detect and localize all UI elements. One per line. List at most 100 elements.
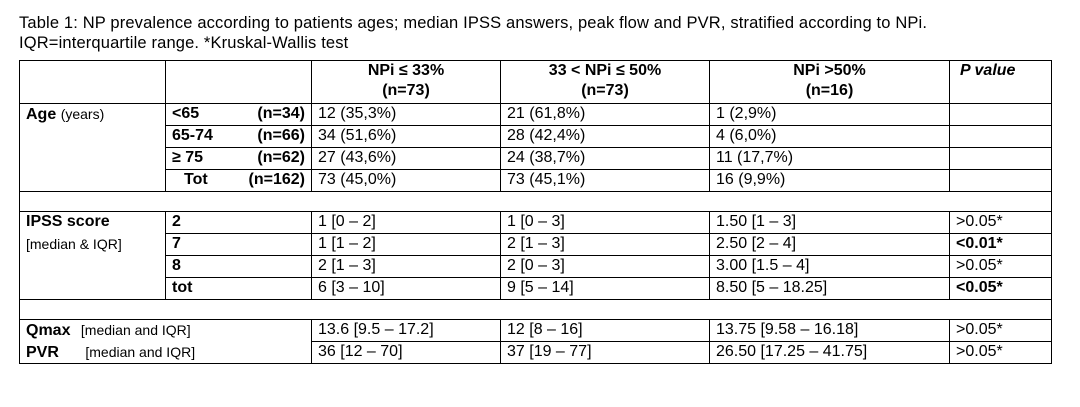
cell-c1: 2 [1 – 3] bbox=[311, 255, 501, 278]
cell-c2: 2 [1 – 3] bbox=[500, 233, 710, 256]
cell-c3: 11 (17,7%) bbox=[709, 147, 950, 170]
ipss-label-cell-empty bbox=[19, 255, 166, 278]
qmax-label-cell: Qmax [median and IQR] bbox=[19, 319, 312, 342]
np-prevalence-table: NPi ≤ 33% (n=73) 33 < NPi ≤ 50% (n=73) N… bbox=[19, 60, 1052, 364]
cell-p: >0.05* bbox=[949, 255, 1052, 278]
cell-c2: 9 [5 – 14] bbox=[500, 277, 710, 300]
table-row: IPSS score 2 1 [0 – 2] 1 [0 – 3] 1.50 [1… bbox=[19, 211, 1052, 234]
age-group: Tot bbox=[184, 171, 208, 188]
pvr-label: PVR bbox=[26, 343, 59, 361]
cell-c1: 36 [12 – 70] bbox=[311, 341, 501, 364]
age-group: 65-74 bbox=[172, 127, 213, 144]
cell-p bbox=[949, 125, 1052, 148]
age-label-cell: Age (years) bbox=[19, 103, 166, 126]
age-label-cell-empty bbox=[19, 169, 166, 192]
ipss-label-cell: IPSS score bbox=[19, 211, 166, 234]
cell-c1: 1 [0 – 2] bbox=[311, 211, 501, 234]
cell-c3: 1.50 [1 – 3] bbox=[709, 211, 950, 234]
cell-p: >0.05* bbox=[949, 211, 1052, 234]
cell-p bbox=[949, 147, 1052, 170]
table-row: ≥ 75 (n=62) 27 (43,6%) 24 (38,7%) 11 (17,… bbox=[19, 147, 1052, 170]
age-group-n: (n=34) bbox=[257, 105, 305, 122]
ipss-group: 8 bbox=[165, 255, 312, 278]
cell-p bbox=[949, 103, 1052, 126]
age-group: <65 bbox=[172, 105, 200, 122]
ipss-sublabel: [median & IQR] bbox=[19, 233, 166, 256]
spacer-cell bbox=[19, 191, 1052, 212]
cell-c3: 1 (2,9%) bbox=[709, 103, 950, 126]
cell-c1: 6 [3 – 10] bbox=[311, 277, 501, 300]
cell-c1: 13.6 [9.5 – 17.2] bbox=[311, 319, 501, 342]
age-group-cell: ≥ 75 (n=62) bbox=[165, 147, 312, 170]
header-pvalue: P value bbox=[949, 60, 1052, 104]
cell-p: >0.05* bbox=[949, 319, 1052, 342]
header-npi-high: NPi >50% (n=16) bbox=[709, 60, 950, 104]
qmax-label: Qmax bbox=[26, 322, 71, 339]
cell-c3: 2.50 [2 – 4] bbox=[709, 233, 950, 256]
age-label: Age bbox=[26, 106, 57, 123]
cell-c2: 24 (38,7%) bbox=[500, 147, 710, 170]
cell-c2: 12 [8 – 16] bbox=[500, 319, 710, 342]
cell-c2: 21 (61,8%) bbox=[500, 103, 710, 126]
cell-p: <0.05* bbox=[949, 277, 1052, 300]
table-row: Age (years) <65 (n=34) 12 (35,3%) 21 (61,… bbox=[19, 103, 1052, 126]
cell-c1: 1 [1 – 2] bbox=[311, 233, 501, 256]
age-unit: (years) bbox=[60, 106, 105, 122]
spacer-row bbox=[19, 299, 1052, 320]
pvr-label-cell: PVR [median and IQR] bbox=[19, 341, 312, 364]
table-row: 65-74 (n=66) 34 (51,6%) 28 (42,4%) 4 (6,0… bbox=[19, 125, 1052, 148]
age-group-cell: Tot (n=162) bbox=[165, 169, 312, 192]
age-group-n: (n=162) bbox=[248, 171, 305, 188]
pvr-sub: [median and IQR] bbox=[85, 343, 196, 360]
cell-c1: 27 (43,6%) bbox=[311, 147, 501, 170]
age-group-n: (n=62) bbox=[257, 149, 305, 166]
age-group-n: (n=66) bbox=[257, 127, 305, 144]
ipss-group: 2 bbox=[165, 211, 312, 234]
cell-c3: 4 (6,0%) bbox=[709, 125, 950, 148]
cell-p: <0.01* bbox=[949, 233, 1052, 256]
cell-c3: 26.50 [17.25 – 41.75] bbox=[709, 341, 950, 364]
header-npi-mid: 33 < NPi ≤ 50% (n=73) bbox=[500, 60, 710, 104]
cell-c3: 8.50 [5 – 18.25] bbox=[709, 277, 950, 300]
spacer-row bbox=[19, 191, 1052, 212]
ipss-label-cell-empty bbox=[19, 277, 166, 300]
header-npi-mid-n: (n=73) bbox=[581, 82, 629, 99]
cell-c2: 1 [0 – 3] bbox=[500, 211, 710, 234]
table-row: Qmax [median and IQR] 13.6 [9.5 – 17.2] … bbox=[19, 319, 1052, 342]
header-npi-low-label: NPi ≤ 33% bbox=[367, 62, 445, 79]
cell-c3: 13.75 [9.58 – 16.18] bbox=[709, 319, 950, 342]
cell-c1: 34 (51,6%) bbox=[311, 125, 501, 148]
header-npi-low-n: (n=73) bbox=[382, 82, 430, 99]
cell-p: >0.05* bbox=[949, 341, 1052, 364]
header-npi-high-n: (n=16) bbox=[805, 82, 854, 99]
ipss-group: 7 bbox=[165, 233, 312, 256]
spacer-cell bbox=[19, 299, 1052, 320]
header-row: NPi ≤ 33% (n=73) 33 < NPi ≤ 50% (n=73) N… bbox=[19, 60, 1052, 104]
table-row: Tot (n=162) 73 (45,0%) 73 (45,1%) 16 (9,9… bbox=[19, 169, 1052, 192]
table-row: [median & IQR] 7 1 [1 – 2] 2 [1 – 3] 2.5… bbox=[19, 233, 1052, 256]
cell-p bbox=[949, 169, 1052, 192]
header-empty-1 bbox=[19, 60, 166, 104]
age-group-cell: <65 (n=34) bbox=[165, 103, 312, 126]
table-row: 8 2 [1 – 3] 2 [0 – 3] 3.00 [1.5 – 4] >0.… bbox=[19, 255, 1052, 278]
header-empty-2 bbox=[165, 60, 312, 104]
qmax-sub: [median and IQR] bbox=[80, 322, 191, 338]
cell-c2: 28 (42,4%) bbox=[500, 125, 710, 148]
cell-c2: 2 [0 – 3] bbox=[500, 255, 710, 278]
ipss-group: tot bbox=[165, 277, 312, 300]
age-group: ≥ 75 bbox=[172, 149, 204, 166]
table-row: PVR [median and IQR] 36 [12 – 70] 37 [19… bbox=[19, 341, 1052, 364]
cell-c2: 73 (45,1%) bbox=[500, 169, 710, 192]
header-npi-low: NPi ≤ 33% (n=73) bbox=[311, 60, 501, 104]
header-npi-high-label: NPi >50% bbox=[793, 62, 866, 79]
header-npi-mid-label: 33 < NPi ≤ 50% bbox=[548, 62, 662, 79]
cell-c2: 37 [19 – 77] bbox=[500, 341, 710, 364]
age-label-cell-empty bbox=[19, 125, 166, 148]
cell-c1: 12 (35,3%) bbox=[311, 103, 501, 126]
cell-c3: 16 (9,9%) bbox=[709, 169, 950, 192]
table-row: tot 6 [3 – 10] 9 [5 – 14] 8.50 [5 – 18.2… bbox=[19, 277, 1052, 300]
cell-c3: 3.00 [1.5 – 4] bbox=[709, 255, 950, 278]
cell-c1: 73 (45,0%) bbox=[311, 169, 501, 192]
age-label-cell-empty bbox=[19, 147, 166, 170]
age-group-cell: 65-74 (n=66) bbox=[165, 125, 312, 148]
